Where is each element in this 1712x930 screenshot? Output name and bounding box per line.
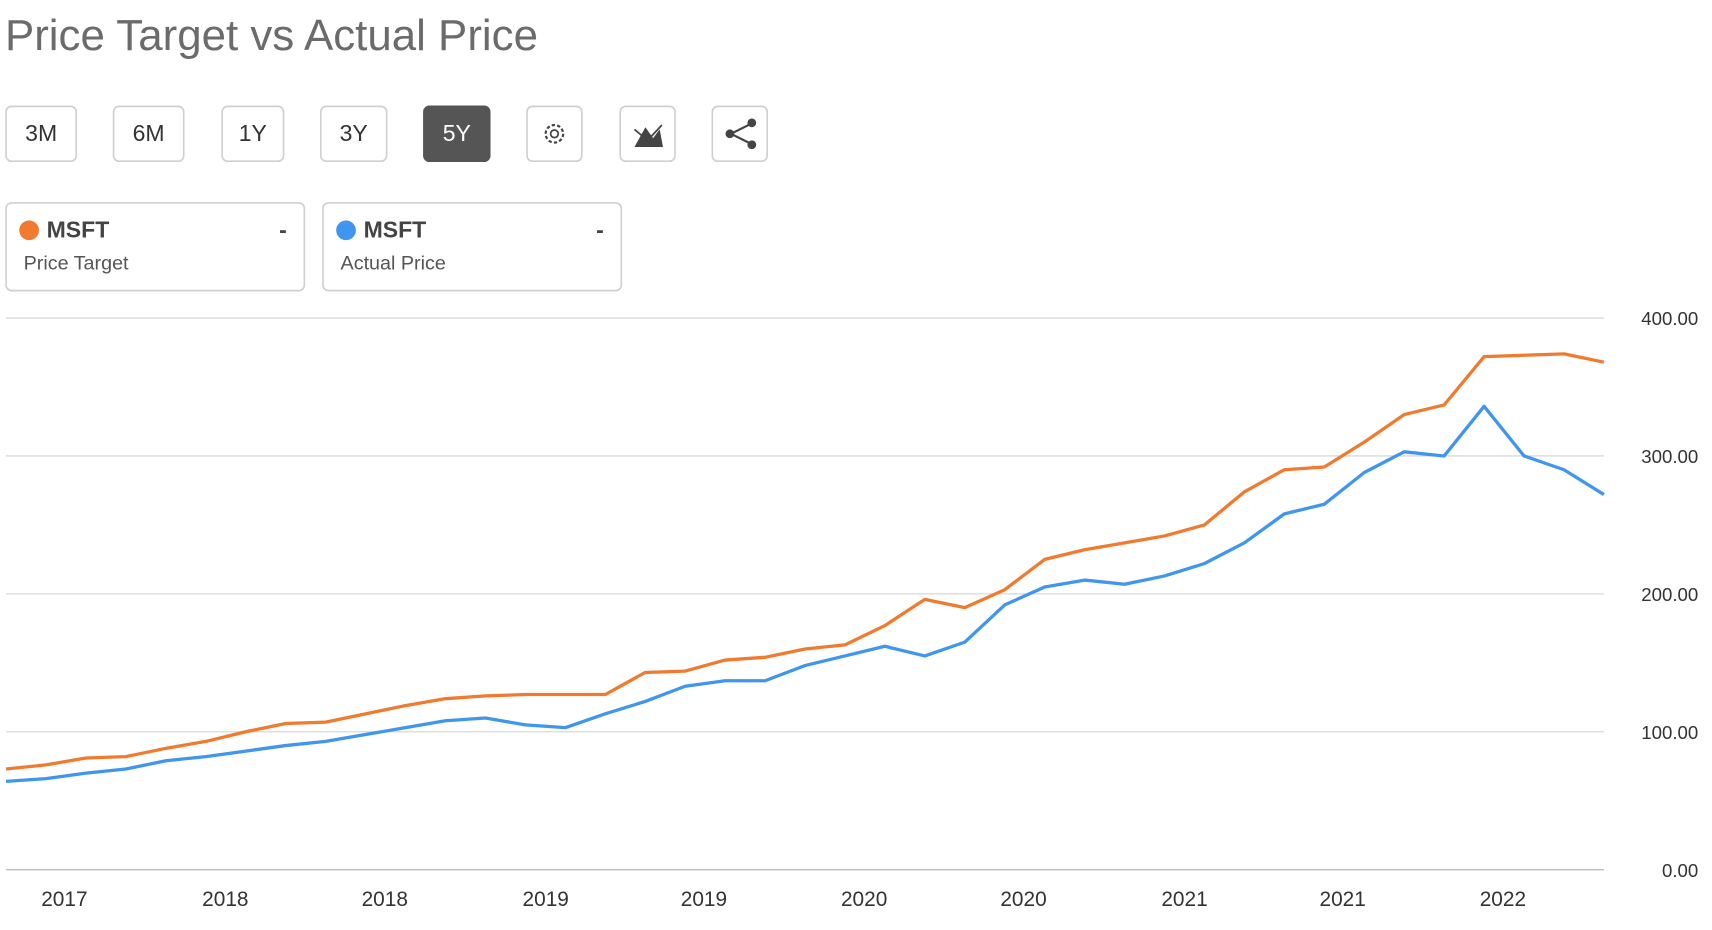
x-tick-label: 2019 bbox=[681, 888, 727, 911]
button-label: 5Y bbox=[443, 120, 471, 146]
chart-type-button[interactable] bbox=[619, 105, 676, 163]
share-button[interactable] bbox=[711, 105, 768, 163]
x-tick-label: 2021 bbox=[1320, 888, 1366, 911]
share-link bbox=[730, 132, 752, 145]
share-node bbox=[725, 129, 735, 139]
legend-card[interactable]: MSFT Price Target - bbox=[5, 202, 306, 292]
y-tick-label: 400.00 bbox=[1641, 308, 1698, 329]
mountain-icon bbox=[634, 127, 663, 147]
y-tick-label: 200.00 bbox=[1641, 584, 1698, 605]
legend-value: - bbox=[279, 216, 287, 242]
share-node bbox=[747, 140, 757, 150]
button-label: 3M bbox=[25, 120, 57, 146]
range-button[interactable]: 1Y bbox=[221, 105, 285, 163]
range-button[interactable]: 5Y bbox=[423, 105, 491, 163]
card-frame bbox=[322, 202, 623, 292]
button-label: 3Y bbox=[340, 120, 368, 146]
x-tick-label: 2019 bbox=[523, 888, 569, 911]
card-frame bbox=[5, 202, 306, 292]
button-frame bbox=[319, 105, 388, 163]
legend-swatch bbox=[19, 220, 39, 241]
legend-name: MSFT bbox=[47, 216, 110, 242]
share-node bbox=[747, 118, 757, 128]
legend-name: MSFT bbox=[364, 216, 427, 242]
legend-value: - bbox=[596, 216, 604, 242]
button-frame bbox=[526, 105, 583, 163]
x-tick-label: 2020 bbox=[841, 888, 887, 911]
chart-title: Price Target vs Actual Price bbox=[5, 11, 538, 60]
button-frame bbox=[221, 105, 285, 163]
button-frame bbox=[5, 105, 78, 163]
x-tick-label: 2020 bbox=[1000, 888, 1046, 911]
legend-card[interactable]: MSFT Actual Price - bbox=[322, 202, 623, 292]
x-tick-label: 2018 bbox=[362, 888, 408, 911]
range-button[interactable]: 6M bbox=[112, 105, 185, 163]
plot-area: 0.00 100.00 200.00 300.00 400.00 2017 2018 2018… bbox=[5, 308, 1698, 911]
x-tick-label: 2021 bbox=[1161, 888, 1207, 911]
settings-button[interactable] bbox=[526, 105, 583, 163]
button-label: 6M bbox=[133, 120, 165, 146]
legend-swatch bbox=[336, 220, 356, 241]
x-tick-label: 2018 bbox=[202, 888, 248, 911]
button-label: 1Y bbox=[239, 120, 267, 146]
trend-icon bbox=[633, 124, 663, 142]
y-tick-label: 0.00 bbox=[1662, 860, 1698, 881]
legend: MSFT Price Target - MSFT Actual Price - bbox=[5, 202, 623, 292]
legend-description: Actual Price bbox=[341, 253, 446, 275]
button-frame bbox=[112, 105, 185, 163]
button-frame bbox=[711, 105, 768, 163]
series-line bbox=[5, 352, 1605, 771]
y-tick-label: 300.00 bbox=[1641, 446, 1698, 467]
y-tick-label: 100.00 bbox=[1641, 722, 1698, 743]
x-tick-label: 2022 bbox=[1480, 888, 1526, 911]
legend-description: Price Target bbox=[24, 253, 129, 275]
button-frame bbox=[423, 105, 491, 163]
gear-hub bbox=[549, 129, 560, 139]
share-link bbox=[730, 122, 752, 135]
range-button[interactable]: 3Y bbox=[319, 105, 388, 163]
range-button[interactable]: 3M bbox=[5, 105, 78, 163]
series-line bbox=[5, 404, 1605, 784]
x-tick-label: 2017 bbox=[41, 888, 87, 911]
range-buttons: 3M 6M 1Y 3Y 5Y bbox=[5, 105, 491, 163]
